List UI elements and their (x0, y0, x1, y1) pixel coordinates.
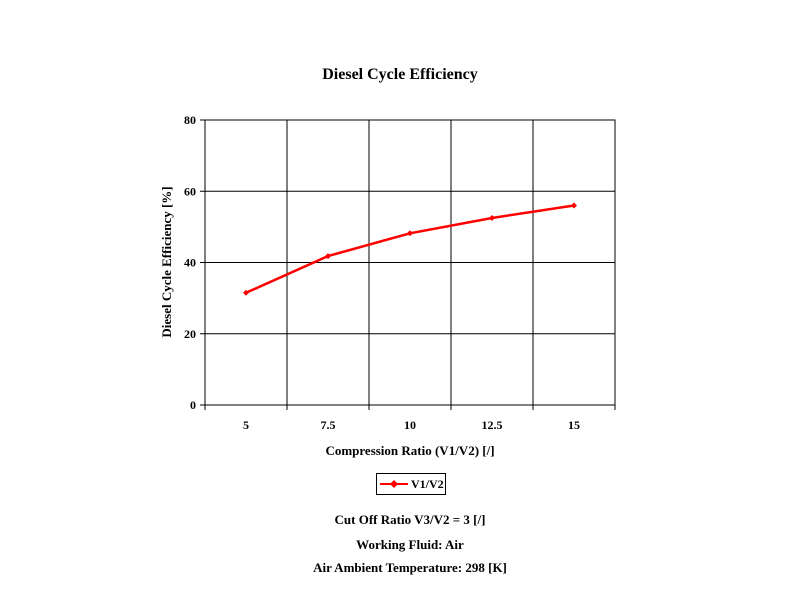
data-point (489, 214, 495, 221)
y-tick-label: 40 (184, 256, 196, 270)
y-tick-label: 20 (184, 327, 196, 341)
y-tick-label: 80 (184, 113, 196, 127)
x-axis-ticks: 5 7.5 10 12.5 15 (204, 405, 616, 432)
chart-legend: V1/V2 (376, 473, 446, 495)
x-tick-label: 12.5 (482, 418, 503, 432)
data-point (243, 289, 249, 296)
x-tick-label: 7.5 (321, 418, 336, 432)
y-axis-label: Diesel Cycle Efficiency [%] (159, 186, 174, 337)
y-axis-ticks: 0 20 40 60 80 (184, 113, 205, 412)
chart-series (243, 202, 577, 296)
x-axis-label: Compression Ratio (V1/V2) [/] (325, 443, 494, 458)
series-line (245, 204, 575, 294)
y-tick-label: 0 (190, 398, 196, 412)
ambient-temperature-note: Air Ambient Temperature: 298 [K] (313, 560, 507, 575)
legend-line-marker (380, 480, 408, 488)
working-fluid-note: Working Fluid: Air (356, 537, 464, 552)
data-point (571, 202, 577, 209)
x-tick-label: 15 (568, 418, 580, 432)
x-tick-label: 10 (404, 418, 416, 432)
data-point (325, 253, 331, 260)
y-tick-label: 60 (184, 184, 196, 198)
x-tick-label: 5 (243, 418, 249, 432)
data-point (407, 230, 413, 237)
chart-title: Diesel Cycle Efficiency (322, 66, 478, 83)
legend-label: V1/V2 (411, 476, 444, 491)
cut-off-ratio-note: Cut Off Ratio V3/V2 = 3 [/] (334, 512, 486, 527)
efficiency-chart: 0 20 40 60 80 5 7.5 10 12.5 15 Diesel Cycle Effi… (159, 113, 616, 458)
chart-grid (204, 119, 616, 406)
